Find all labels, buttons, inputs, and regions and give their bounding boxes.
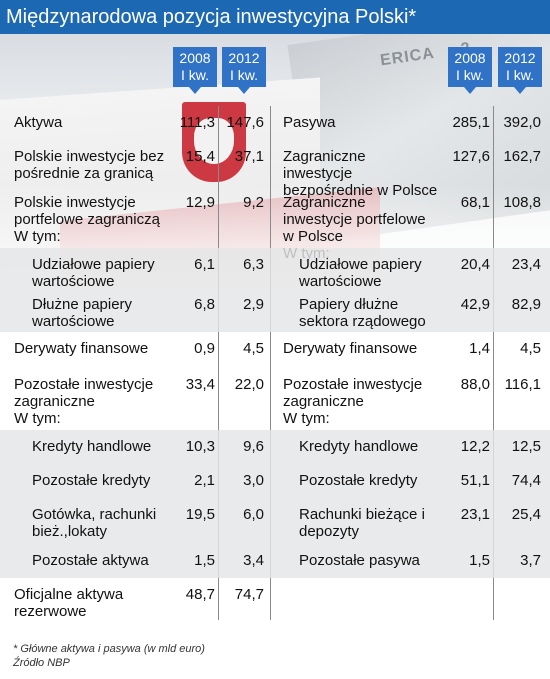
table-row: Udziałowe papiery wartościowe 6,1 6,3 Udzia…: [0, 248, 550, 290]
liability-label: Kredyty handlowe: [299, 438, 419, 455]
asset-value-2012: 37,1: [234, 148, 264, 165]
liability-value-2008: 1,5: [469, 552, 490, 569]
asset-value-2008: 33,4: [185, 376, 215, 393]
asset-value-2008: 15,4: [185, 148, 215, 165]
liability-value-2008: 68,1: [460, 194, 490, 211]
asset-value-2008: 2,1: [194, 472, 215, 489]
asset-value-2012: 3,0: [243, 472, 264, 489]
liability-value-2008: 127,6: [452, 148, 490, 165]
asset-value-2008: 6,8: [194, 296, 215, 313]
asset-value-2012: 9,2: [243, 194, 264, 211]
table-row: Oficjalne aktywa rezerwowe 48,7 74,7: [0, 578, 550, 620]
asset-label: Kredyty handlowe: [32, 438, 152, 455]
asset-value-2008: 0,9: [194, 340, 215, 357]
asset-value-2012: 4,5: [243, 340, 264, 357]
column-header-left-2012: 2012 I kw.: [222, 47, 266, 94]
asset-value-2008: 1,5: [194, 552, 215, 569]
liability-label: Zagraniczne inwestycje bezpośrednie w Po…: [283, 148, 438, 199]
liability-label: Pasywa: [283, 114, 336, 131]
asset-label: Oficjalne aktywa rezerwowe: [14, 586, 124, 620]
asset-value-2012: 22,0: [234, 376, 264, 393]
asset-value-2008: 111,3: [179, 114, 215, 131]
liability-value-2012: 108,8: [503, 194, 541, 211]
table-row: Pozostałe kredyty 2,1 3,0 Pozostałe kredyty…: [0, 464, 550, 498]
liability-label: Pozostałe inwestycje zagraniczne W tym:: [283, 376, 423, 427]
liability-value-2008: 51,1: [460, 472, 490, 489]
asset-label: Udziałowe papiery wartościowe: [32, 256, 155, 290]
asset-value-2012: 147,6: [226, 114, 264, 131]
liability-value-2008: 88,0: [460, 376, 490, 393]
liability-label: Rachunki bieżące i depozyty: [299, 506, 425, 540]
liability-value-2008: 1,4: [469, 340, 490, 357]
table-row: Aktywa 111,3 147,6 Pasywa 285,1 392,0: [0, 106, 550, 140]
section-divider: [270, 106, 271, 620]
asset-value-2008: 6,1: [194, 256, 215, 273]
table-row: Pozostałe aktywa 1,5 3,4 Pozostałe pasywa 1,…: [0, 544, 550, 578]
liability-value-2012: 3,7: [520, 552, 541, 569]
column-header-right-2008: 2008 I kw.: [448, 47, 492, 94]
liability-label: Derywaty finansowe: [283, 340, 418, 357]
asset-label: Derywaty finansowe: [14, 340, 149, 357]
column-divider: [218, 106, 219, 620]
asset-value-2008: 10,3: [185, 438, 215, 455]
asset-value-2008: 48,7: [185, 586, 215, 603]
footnote: * Główne aktywa i pasywa (w mld euro): [13, 643, 205, 655]
asset-label: Pozostałe kredyty: [32, 472, 151, 489]
page-title: Międzynarodowa pozycja inwestycyjna Pols…: [0, 0, 550, 34]
asset-label: Gotówka, rachunki bież.,lokaty: [32, 506, 157, 540]
liability-value-2008: 285,1: [452, 114, 490, 131]
liability-label: Pozostałe kredyty: [299, 472, 418, 489]
liability-value-2012: 82,9: [511, 296, 541, 313]
asset-value-2012: 6,0: [243, 506, 264, 523]
liability-value-2012: 23,4: [511, 256, 541, 273]
table-row: Pozostałe inwestycje zagraniczne W tym: 3…: [0, 368, 550, 430]
table-row: Polskie inwestycje bez pośrednie za gran…: [0, 140, 550, 199]
liability-value-2008: 23,1: [460, 506, 490, 523]
asset-value-2012: 2,9: [243, 296, 264, 313]
table-row: Kredyty handlowe 10,3 9,6 Kredyty handlowe 1…: [0, 430, 550, 464]
liability-value-2008: 12,2: [460, 438, 490, 455]
liability-label: Udziałowe papiery wartościowe: [299, 256, 422, 290]
column-header-left-2008: 2008 I kw.: [173, 47, 217, 94]
liability-value-2012: 4,5: [520, 340, 541, 357]
table-row: Gotówka, rachunki bież.,lokaty 19,5 6,0 Rac…: [0, 498, 550, 544]
liability-value-2012: 162,7: [503, 148, 541, 165]
white-eagle-icon: [194, 118, 234, 164]
asset-label: Pozostałe aktywa: [32, 552, 149, 569]
liability-value-2012: 25,4: [511, 506, 541, 523]
asset-value-2012: 74,7: [234, 586, 264, 603]
asset-value-2012: 3,4: [243, 552, 264, 569]
column-header-right-2012: 2012 I kw.: [498, 47, 542, 94]
asset-value-2008: 12,9: [185, 194, 215, 211]
liability-value-2012: 392,0: [503, 114, 541, 131]
investment-table: Aktywa 111,3 147,6 Pasywa 285,1 392,0 Polskie …: [0, 106, 550, 620]
table-row: Polskie inwestycje portfelowe zagraniczą…: [0, 186, 550, 262]
liability-label: Papiery dłużne sektora rządowego: [299, 296, 426, 330]
liability-value-2012: 116,1: [504, 376, 541, 393]
asset-value-2012: 6,3: [243, 256, 264, 273]
liability-value-2008: 42,9: [460, 296, 490, 313]
liability-value-2008: 20,4: [460, 256, 490, 273]
asset-label: Dłużne papiery wartościowe: [32, 296, 133, 330]
liability-value-2012: 74,4: [511, 472, 541, 489]
asset-value-2012: 9,6: [243, 438, 264, 455]
asset-label: Aktywa: [14, 114, 63, 131]
source-note: Źródło NBP: [13, 657, 70, 669]
liability-label: Pozostałe pasywa: [299, 552, 420, 569]
table-row: Derywaty finansowe 0,9 4,5 Derywaty finanso…: [0, 332, 550, 368]
column-divider: [493, 106, 494, 620]
asset-label: Pozostałe inwestycje zagraniczne W tym:: [14, 376, 154, 427]
table-row: Dłużne papiery wartościowe 6,8 2,9 Papiery …: [0, 288, 550, 332]
asset-label: Polskie inwestycje bez pośrednie za gran…: [14, 148, 165, 182]
liability-value-2012: 12,5: [511, 438, 541, 455]
asset-value-2008: 19,5: [185, 506, 215, 523]
asset-label: Polskie inwestycje portfelowe zagraniczą…: [14, 194, 160, 245]
